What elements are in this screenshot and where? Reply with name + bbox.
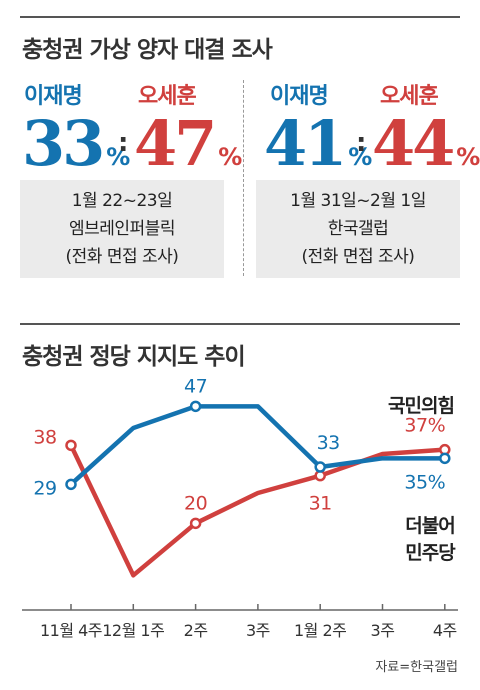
x-tick-label: 3주 <box>371 621 395 640</box>
data-point <box>189 400 202 413</box>
poll-info-box-1: 1월 22~23일 엠브레인퍼블릭 (전화 면접 조사) <box>20 180 224 278</box>
data-point <box>439 443 451 456</box>
poll-method: (전화 면접 조사) <box>65 247 179 267</box>
legend-series-blue: 더불어 민주당 <box>405 515 456 564</box>
data-point <box>439 452 451 465</box>
survey-title: 충청권 가상 양자 대결 조사 <box>22 37 273 63</box>
candidate-a-name: 이재명 <box>270 84 329 109</box>
candidate-b-name: 오세훈 <box>380 84 439 109</box>
x-tick-label: 3주 <box>246 621 270 640</box>
candidate-a-value: 33% <box>22 107 131 180</box>
series-line <box>68 443 448 578</box>
data-label: 47 <box>184 375 207 397</box>
legend-series-red: 국민의힘 <box>388 395 454 417</box>
poll-info-box-2: 1월 31일~2월 1일 한국갤럽 (전화 면접 조사) <box>256 180 460 278</box>
versus-colon: : <box>356 128 367 158</box>
x-tick-label: 12월 1주 <box>102 621 164 640</box>
x-tick-label: 1월 2주 <box>294 621 346 640</box>
series-line <box>68 404 448 487</box>
data-point <box>314 469 326 482</box>
middle-rule <box>20 323 460 325</box>
x-tick-label: 11월 4주 <box>40 621 102 640</box>
source-note: 자료=한국갤럽 <box>375 660 458 675</box>
data-label: 20 <box>184 492 207 514</box>
pollster: 한국갤럽 <box>327 219 389 239</box>
candidate-b-value: 44% <box>372 107 480 180</box>
data-point <box>65 478 77 491</box>
data-point <box>314 461 326 473</box>
data-label: 33 <box>317 432 340 454</box>
pollster: 엠브레인퍼블릭 <box>69 219 175 239</box>
data-label: 35% <box>404 471 445 493</box>
top-rule <box>20 16 460 18</box>
x-tick-label: 4주 <box>433 621 457 640</box>
data-label: 29 <box>33 477 56 499</box>
poll-date: 1월 22~23일 <box>71 191 173 211</box>
x-tick-label: 2주 <box>184 621 208 640</box>
poll-date: 1월 31일~2월 1일 <box>290 191 426 211</box>
panel-divider <box>243 80 244 276</box>
poll-panel-2: 이재명 오세훈 41% : 44% <box>256 78 480 180</box>
data-label: 37% <box>404 415 445 437</box>
versus-colon: : <box>118 128 129 158</box>
data-point <box>189 517 202 530</box>
candidate-b-name: 오세훈 <box>138 84 197 109</box>
poll-method: (전화 면접 조사) <box>301 247 415 267</box>
trend-title: 충청권 정당 지지도 추이 <box>22 344 246 370</box>
candidate-b-value: 47% <box>134 107 243 180</box>
candidate-a-value: 41% <box>264 107 373 180</box>
poll-panel-1: 이재명 오세훈 33% : 47% <box>20 78 242 180</box>
data-point <box>65 439 77 452</box>
data-label: 31 <box>309 493 332 515</box>
candidate-a-name: 이재명 <box>24 84 83 109</box>
data-label: 38 <box>33 426 56 448</box>
